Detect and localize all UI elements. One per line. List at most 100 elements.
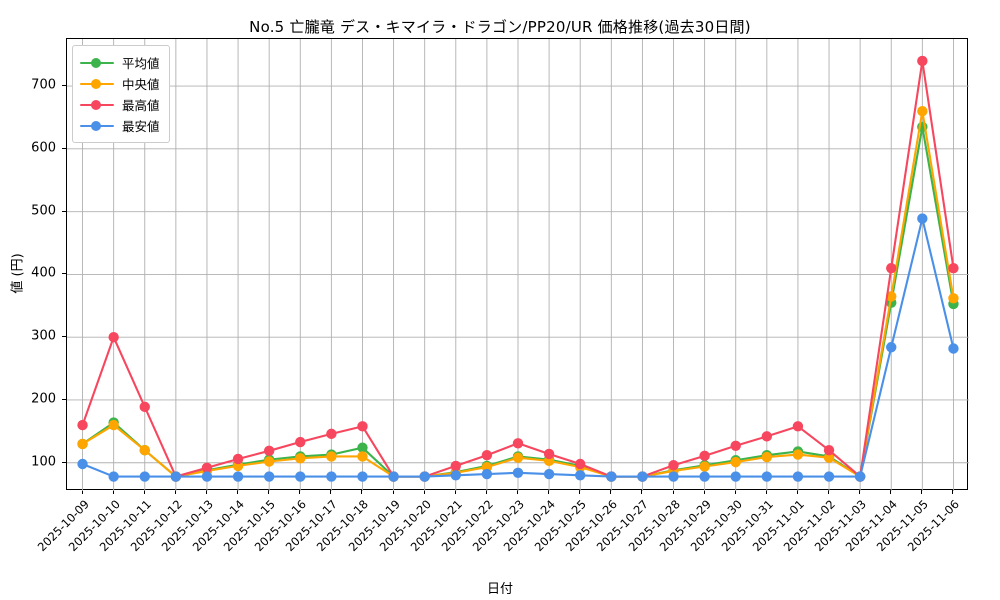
data-point	[139, 401, 150, 413]
data-point	[699, 471, 710, 482]
data-point	[481, 450, 493, 461]
legend-item-2[interactable]: 中央値	[80, 73, 160, 94]
data-point	[263, 445, 275, 457]
legend-item-label: 平均値	[122, 56, 160, 71]
series-1	[77, 121, 959, 482]
data-point	[948, 343, 959, 354]
data-point	[606, 471, 617, 482]
data-point	[108, 471, 119, 482]
legend-marker-icon	[80, 77, 114, 91]
data-point	[699, 461, 710, 472]
data-point	[108, 419, 119, 431]
data-point	[139, 444, 150, 456]
data-point	[295, 471, 306, 482]
data-point	[77, 419, 88, 431]
data-point	[886, 342, 897, 353]
chart-legend: 平均値中央値最高値最安値	[72, 45, 170, 143]
data-point	[854, 471, 866, 482]
data-point	[543, 448, 555, 460]
data-point	[388, 471, 399, 482]
data-point	[357, 442, 368, 453]
data-point	[761, 471, 773, 482]
chart-title: No.5 亡朧竜 デス・キマイラ・ドラゴン/PP20/UR 価格推移(過去30日…	[249, 18, 751, 36]
series-line	[81, 59, 955, 478]
data-point	[668, 471, 679, 482]
y-tick-label: 700	[31, 77, 56, 93]
grid-lines	[67, 39, 969, 491]
y-tick-label: 200	[31, 391, 56, 407]
data-point	[357, 421, 368, 432]
data-point	[948, 262, 959, 274]
data-point	[481, 468, 493, 480]
series-3	[77, 55, 959, 482]
data-point	[201, 471, 213, 482]
data-point	[512, 467, 524, 478]
data-point	[263, 471, 275, 482]
data-point	[232, 471, 244, 482]
data-point	[295, 436, 306, 448]
legend-marker-icon	[80, 56, 114, 70]
data-point	[948, 293, 959, 304]
data-point	[357, 451, 368, 462]
y-tick-label: 600	[31, 140, 56, 156]
series-2	[77, 105, 959, 482]
data-point	[512, 438, 524, 449]
legend-item-label: 中央値	[122, 77, 160, 92]
data-point	[232, 453, 244, 465]
data-point	[77, 458, 88, 470]
data-point	[575, 470, 586, 481]
data-point	[792, 471, 804, 482]
series-4	[77, 213, 959, 482]
data-point	[730, 440, 741, 451]
data-point	[792, 449, 804, 460]
data-point	[575, 458, 586, 470]
data-point	[761, 431, 773, 442]
series-line	[81, 110, 955, 478]
data-point	[326, 428, 337, 440]
data-point	[108, 331, 119, 343]
data-point	[730, 456, 741, 468]
data-point	[419, 471, 430, 482]
legend-item-label: 最安値	[122, 119, 160, 134]
data-point	[326, 451, 337, 462]
data-point	[637, 471, 648, 482]
data-point	[201, 462, 213, 473]
data-point	[295, 453, 306, 464]
legend-item-4[interactable]: 最安値	[80, 115, 160, 136]
data-point	[730, 471, 741, 482]
data-point	[699, 450, 710, 462]
plot-area	[66, 38, 969, 491]
data-point	[450, 470, 461, 481]
data-point	[761, 451, 773, 463]
data-point	[326, 471, 337, 482]
data-point	[543, 468, 555, 480]
legend-item-1[interactable]: 平均値	[80, 52, 160, 73]
data-point	[450, 460, 461, 472]
data-point	[139, 471, 150, 482]
data-point	[823, 452, 835, 463]
data-point	[170, 471, 182, 482]
data-point	[668, 460, 679, 471]
data-point	[357, 471, 368, 482]
data-point	[512, 452, 524, 463]
series-line	[81, 217, 955, 478]
series-line	[81, 125, 955, 478]
data-point	[823, 444, 835, 456]
y-tick-label: 100	[31, 454, 56, 470]
data-point	[886, 291, 897, 302]
legend-item-3[interactable]: 最高値	[80, 94, 160, 115]
data-series-layer	[77, 55, 959, 482]
legend-item-label: 最高値	[122, 98, 160, 113]
legend-marker-icon	[80, 98, 114, 112]
data-point	[77, 438, 88, 450]
x-axis-label: 日付	[486, 582, 513, 597]
data-point	[886, 262, 897, 274]
legend-marker-icon	[80, 119, 114, 133]
y-axis-label: 値 (円)	[10, 253, 26, 294]
data-point	[917, 55, 928, 67]
data-point	[917, 213, 928, 224]
data-point	[792, 421, 804, 432]
data-point	[263, 456, 275, 467]
data-point	[917, 105, 928, 117]
